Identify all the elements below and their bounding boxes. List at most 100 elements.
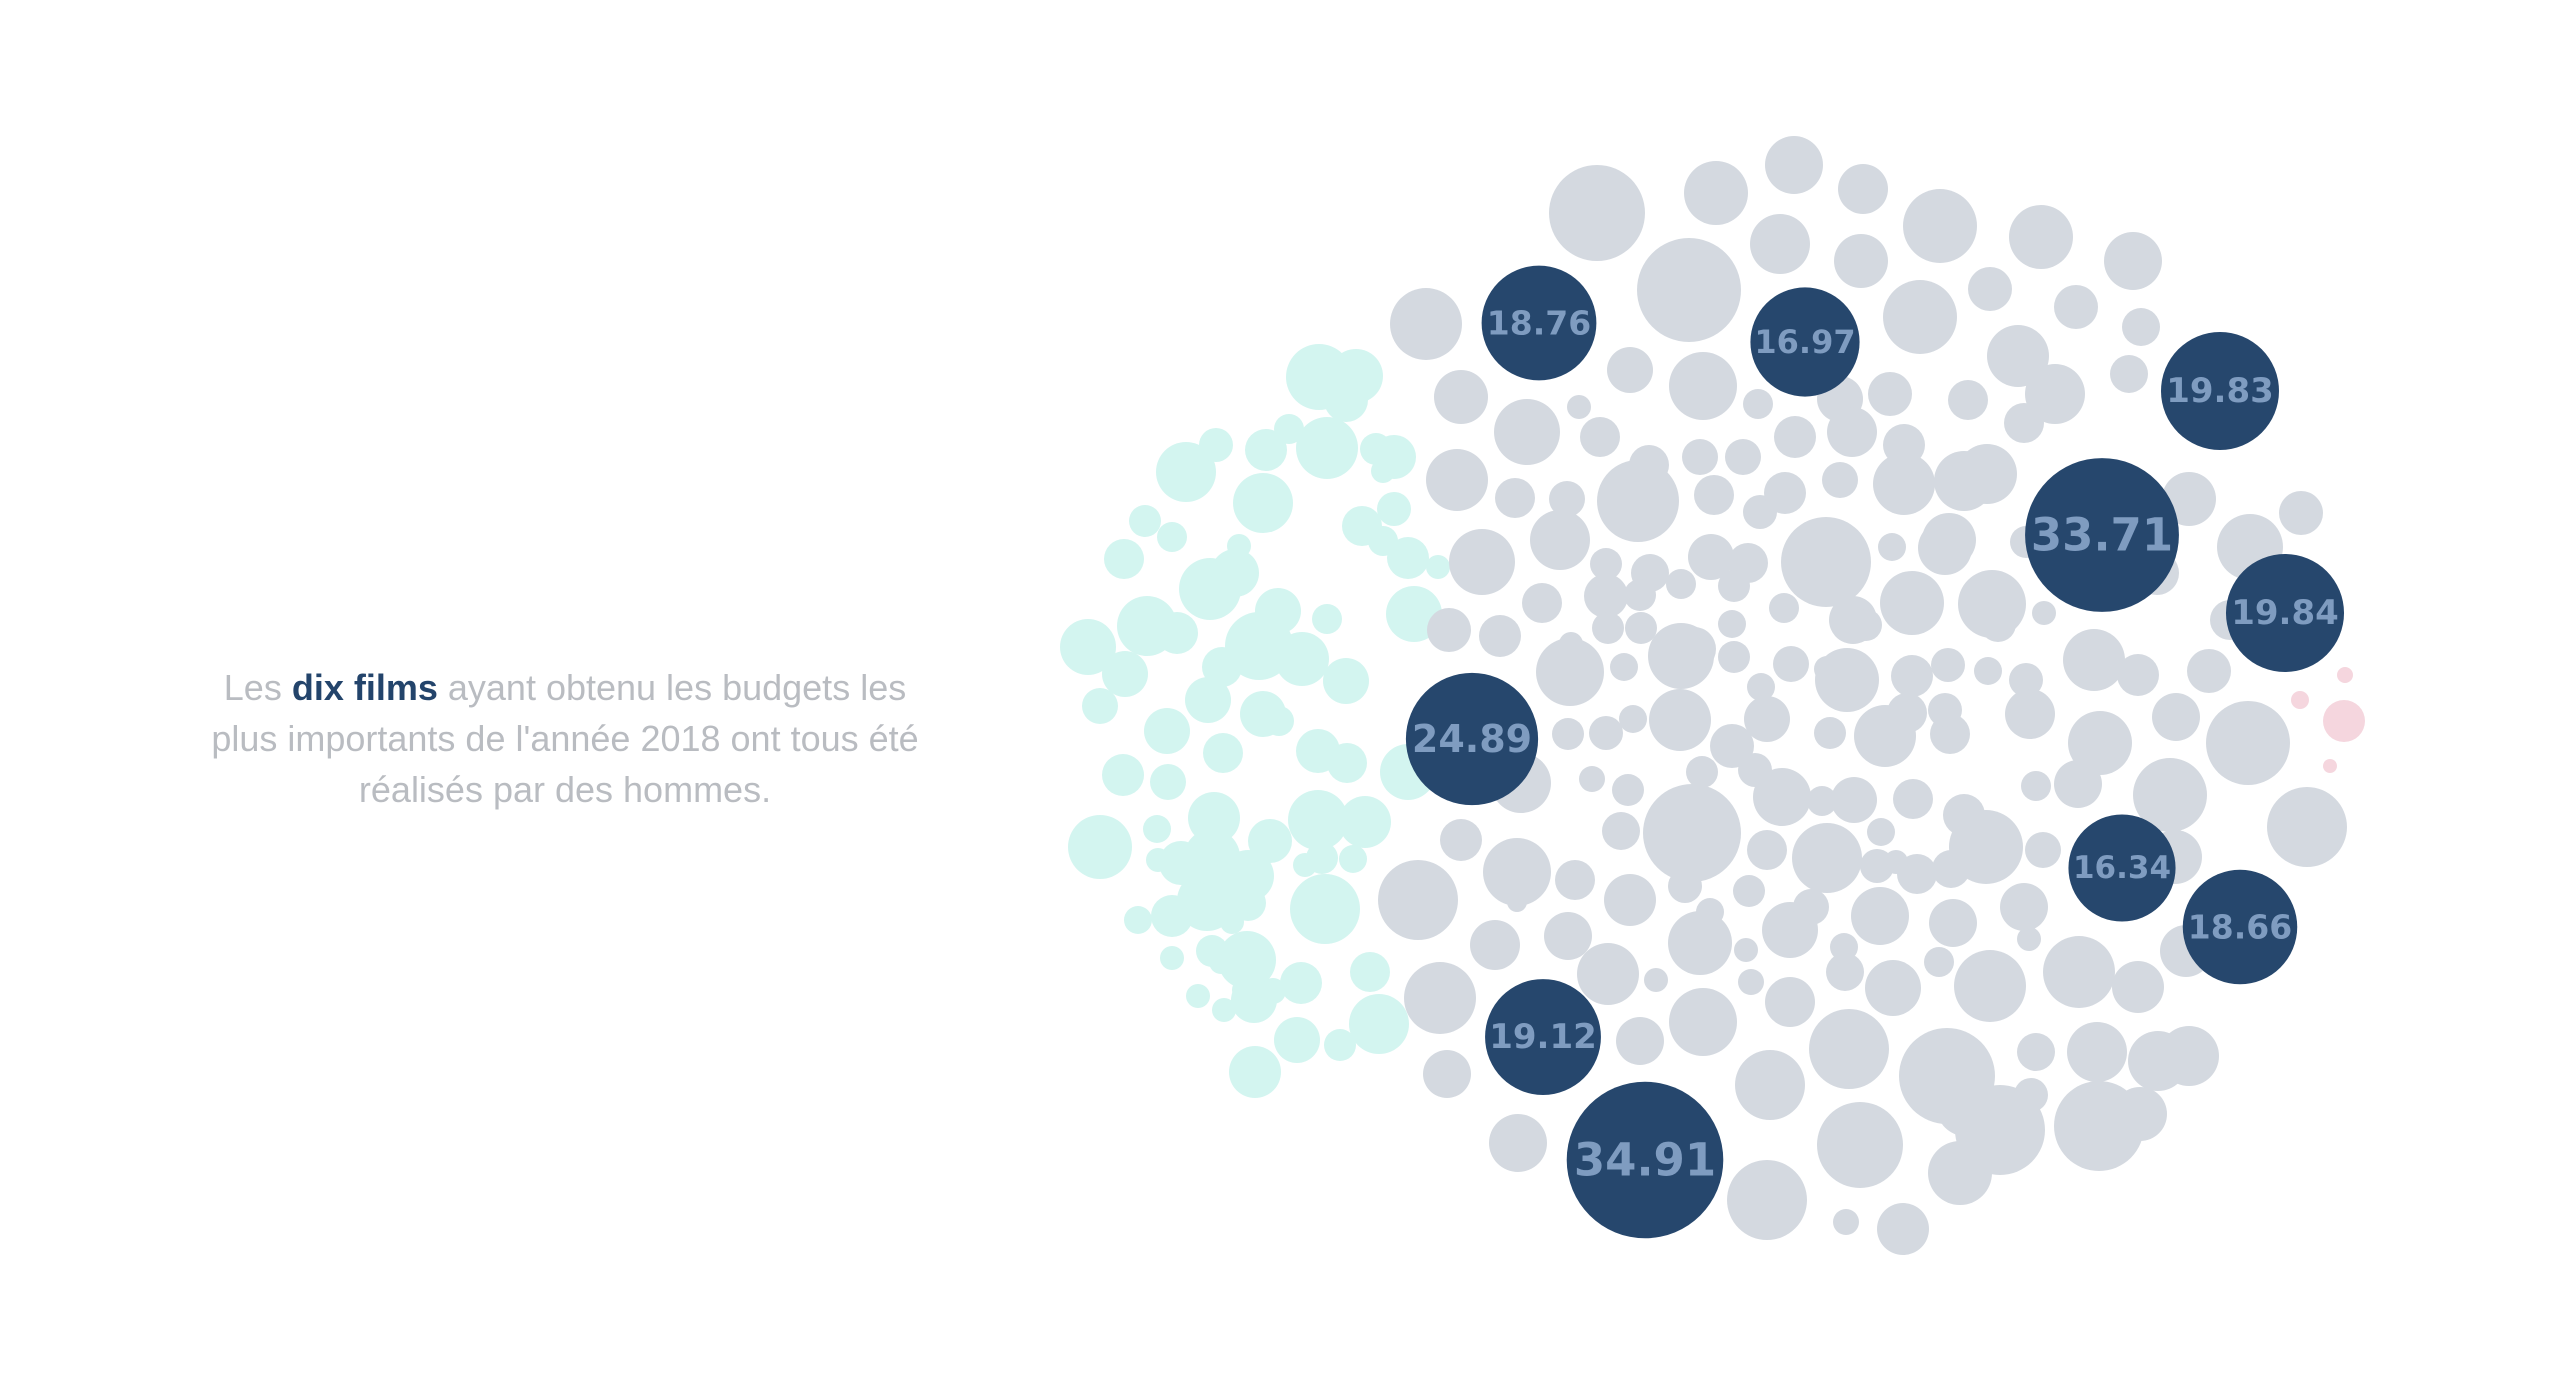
bubble-grey (1684, 161, 1748, 225)
bubble-grey (1668, 869, 1702, 903)
bubble-grey (2014, 1078, 2048, 1112)
bubble-mint (1150, 764, 1186, 800)
bubble-grey (1891, 655, 1933, 697)
bubble-grey (1483, 838, 1551, 906)
bubble-grey (1815, 648, 1879, 712)
bubble-mint (1209, 950, 1233, 974)
bubble-grey (1987, 325, 2049, 387)
bubble-grey (2005, 689, 2055, 739)
bubble-grey (2279, 491, 2323, 535)
bubble-mint (1245, 429, 1287, 471)
bubble-highlighted (1405, 672, 1539, 806)
bubble-grey (1624, 579, 1656, 611)
bubble-grey (1765, 136, 1823, 194)
caption-highlight: dix films (291, 667, 438, 708)
bubble-grey (2017, 1033, 2055, 1071)
bubble-grey (1809, 1009, 1889, 1089)
bubble-grey (1865, 960, 1921, 1016)
bubble-mint (1199, 428, 1233, 462)
bubble-grey (1733, 875, 1765, 907)
bubble-grey (1883, 280, 1957, 354)
bubble-mint (1068, 815, 1132, 879)
bubble-grey (1903, 189, 1977, 263)
bubble-grey (1792, 823, 1862, 893)
bubble-grey (1718, 641, 1750, 673)
bubble-grey (1668, 911, 1732, 975)
bubble-grey (1928, 693, 1962, 727)
bubble-grey (1470, 920, 1520, 970)
bubble-grey (1817, 1102, 1903, 1188)
bubble-grey (2017, 927, 2041, 951)
bubble-mint (1274, 414, 1304, 444)
bubble-grey (1544, 912, 1592, 960)
bubble-highlighted (2068, 814, 2176, 922)
bubble-grey (2054, 760, 2102, 808)
bubble-grey (1404, 962, 1476, 1034)
bubble-highlighted (2225, 553, 2345, 673)
bubble-value-label: 18.66 (2188, 908, 2292, 947)
bubble-mint (1211, 549, 1259, 597)
bubble-grey (1747, 830, 1787, 870)
bubble-grey (1954, 950, 2026, 1022)
bubble-grey (2070, 1103, 2118, 1151)
bubble-highlighted (2182, 869, 2298, 985)
bubble-grey (1530, 510, 1590, 570)
bubble-mint (1349, 994, 1409, 1054)
bubble-grey (2068, 711, 2132, 775)
bubble-grey (1774, 416, 1816, 458)
bubble-grey (1773, 646, 1809, 682)
bubble-grey (2112, 961, 2164, 1013)
bubble-grey (1873, 453, 1935, 515)
bubble-grey (2009, 205, 2073, 269)
bubble-mint (1371, 459, 1395, 483)
bubble-grey (1619, 705, 1647, 733)
bubble-mint (1185, 677, 1231, 723)
bubble-grey (1887, 693, 1927, 733)
bubble-grey (1682, 439, 1718, 475)
bubble-mint (1255, 588, 1301, 634)
bubble-grey (2032, 601, 2056, 625)
bubble-grey (1850, 609, 1882, 641)
bubble-grey (1893, 779, 1933, 819)
bubble-grey (1507, 892, 1527, 912)
chart-caption: Les dix films ayant obtenu les budgets l… (200, 662, 930, 815)
bubble-value-label: 24.89 (1412, 717, 1532, 761)
bubble-value-label: 19.12 (1489, 1017, 1597, 1057)
bubble-mint (1260, 978, 1286, 1004)
bubble-grey (1616, 1017, 1664, 1065)
bubble-grey (1830, 933, 1858, 961)
bubble-grey (1434, 370, 1488, 424)
bubble-grey (1552, 718, 1584, 750)
bubble-grey (1666, 569, 1696, 599)
bubble-grey (1669, 352, 1737, 420)
bubble-grey (1793, 889, 1829, 925)
bubble-mint (1218, 931, 1276, 989)
bubble-mint (1060, 619, 1116, 675)
bubble-grey (1449, 529, 1515, 595)
bubble-grey (2063, 629, 2125, 691)
bubble-mint (1230, 885, 1266, 921)
bubble-mint (1229, 1046, 1281, 1098)
bubble-grey (1878, 533, 1906, 561)
bubble-grey (1589, 716, 1623, 750)
bubble-grey (1625, 612, 1657, 644)
bubble-highlighted (1750, 287, 1860, 397)
bubble-grey (2025, 364, 2085, 424)
bubble-grey (1686, 756, 1718, 788)
bubble-mint (1227, 534, 1251, 558)
bubble-grey (1735, 1050, 1805, 1120)
bubble-grey (1423, 1050, 1471, 1098)
bubble-highlighted (1481, 265, 1597, 381)
bubble-grey (1924, 947, 1954, 977)
bubble-grey (1929, 899, 1977, 947)
bubble-grey (1522, 583, 1562, 623)
bubble-grey (1957, 444, 2017, 504)
bubble-grey (1643, 784, 1741, 882)
bubble-grey (1747, 673, 1775, 701)
bubble-grey (1549, 481, 1585, 517)
bubble-grey (1937, 1080, 1993, 1136)
bubble-grey (2043, 936, 2115, 1008)
bubble-grey (1494, 399, 1560, 465)
